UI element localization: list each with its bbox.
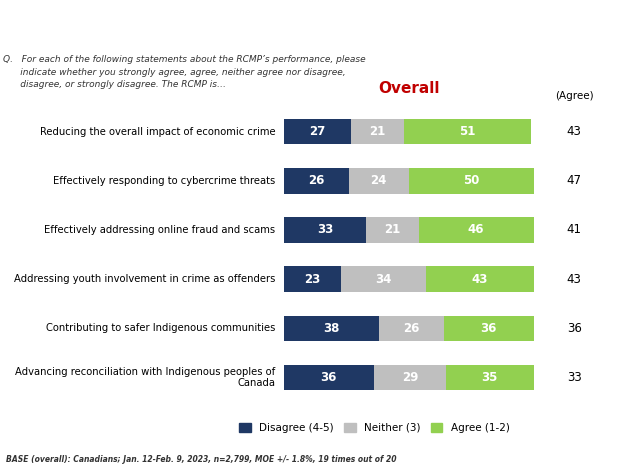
Bar — [426, 266, 534, 292]
Text: 46: 46 — [468, 224, 484, 236]
Text: Effectively addressing online fraud and scams: Effectively addressing online fraud and … — [44, 225, 275, 235]
Text: 35: 35 — [482, 371, 498, 384]
Text: Advancing reconciliation with Indigenous peoples of
Canada: Advancing reconciliation with Indigenous… — [15, 367, 275, 388]
Bar — [341, 266, 426, 292]
Text: 43: 43 — [472, 273, 488, 285]
Text: 33: 33 — [567, 371, 582, 384]
Bar — [284, 119, 351, 144]
Text: 23: 23 — [305, 273, 321, 285]
Legend: Disagree (4-5), Neither (3), Agree (1-2): Disagree (4-5), Neither (3), Agree (1-2) — [235, 419, 514, 437]
Bar — [409, 168, 534, 194]
Text: BASE (overall): Canadians; Jan. 12-Feb. 9, 2023, n=2,799, MOE +/- 1.8%, 19 times: BASE (overall): Canadians; Jan. 12-Feb. … — [6, 455, 397, 464]
Text: Effectively responding to cybercrime threats: Effectively responding to cybercrime thr… — [53, 176, 275, 186]
Bar — [284, 266, 341, 292]
Text: Reducing the overall impact of economic crime: Reducing the overall impact of economic … — [40, 126, 275, 137]
Text: 36: 36 — [567, 322, 582, 335]
Text: Q.   For each of the following statements about the RCMP’s performance, please
 : Q. For each of the following statements … — [3, 55, 366, 89]
Text: 41: 41 — [567, 224, 582, 236]
Text: Impact of the RCMP (ii): Impact of the RCMP (ii) — [8, 12, 353, 37]
Text: 27: 27 — [310, 125, 326, 138]
Text: 21: 21 — [384, 224, 401, 236]
Text: 36: 36 — [321, 371, 337, 384]
Bar — [284, 365, 374, 390]
Bar — [374, 365, 446, 390]
Bar — [404, 119, 531, 144]
Bar — [379, 315, 444, 341]
Text: (Agree): (Agree) — [555, 91, 593, 101]
Text: 33: 33 — [317, 224, 333, 236]
Bar — [349, 168, 409, 194]
Text: 50: 50 — [463, 174, 479, 187]
Bar — [446, 365, 534, 390]
Text: Overall: Overall — [378, 81, 439, 96]
Bar — [351, 119, 404, 144]
Text: 47: 47 — [567, 174, 582, 187]
Bar — [284, 168, 349, 194]
Text: 26: 26 — [308, 174, 324, 187]
Text: 36: 36 — [480, 322, 497, 335]
Text: 43: 43 — [567, 125, 582, 138]
Bar — [284, 315, 379, 341]
Text: 43: 43 — [567, 273, 582, 285]
Text: 21: 21 — [369, 125, 386, 138]
Bar — [284, 217, 366, 243]
Text: 34: 34 — [376, 273, 392, 285]
Text: Contributing to safer Indigenous communities: Contributing to safer Indigenous communi… — [46, 323, 275, 333]
Bar — [444, 315, 534, 341]
Text: 29: 29 — [402, 371, 418, 384]
Text: 38: 38 — [323, 322, 339, 335]
Text: 51: 51 — [459, 125, 475, 138]
Bar — [419, 217, 534, 243]
Bar — [366, 217, 419, 243]
Text: 2021/22: 2021/22 — [549, 73, 599, 83]
Text: 24: 24 — [371, 174, 387, 187]
Text: Addressing youth involvement in crime as offenders: Addressing youth involvement in crime as… — [14, 274, 275, 284]
Text: 26: 26 — [403, 322, 419, 335]
